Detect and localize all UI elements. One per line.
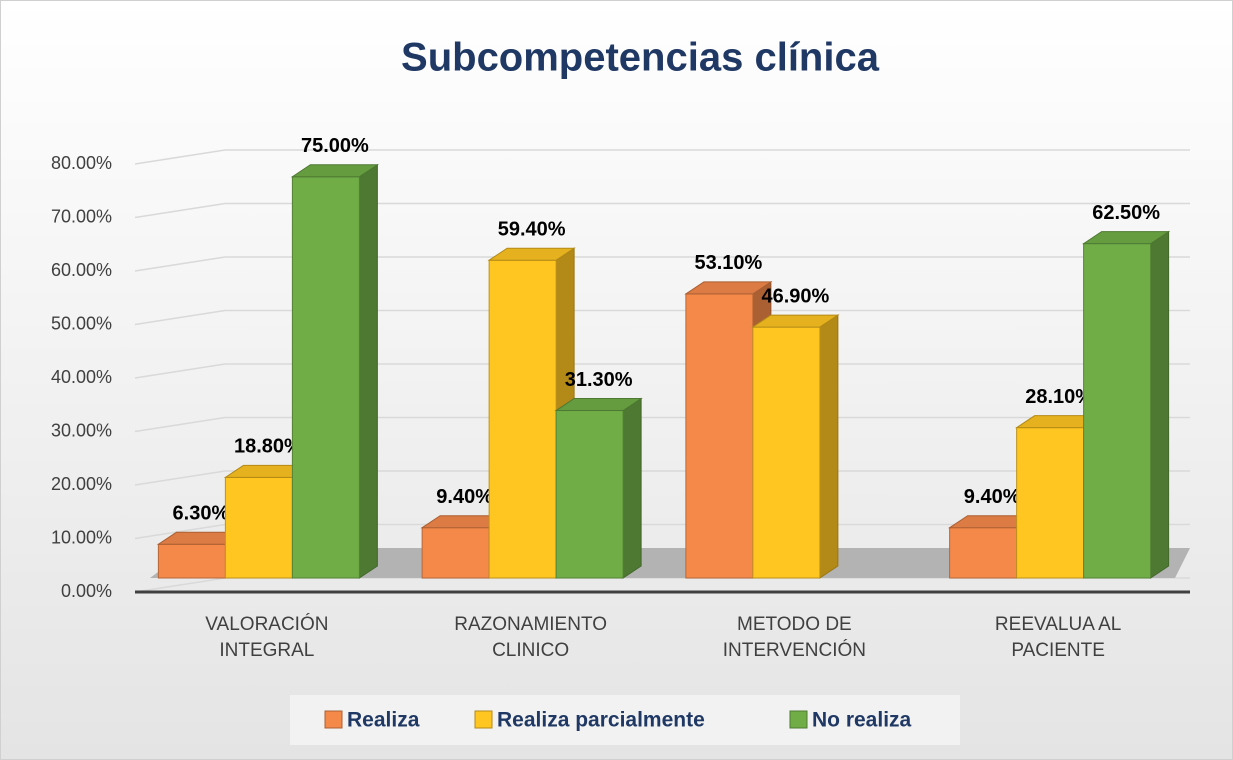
bar-top [554, 398, 643, 412]
bar-front [1083, 243, 1152, 579]
y-tick-label: 70.00% [51, 206, 112, 226]
bar [751, 314, 840, 579]
legend-box [290, 695, 960, 745]
x-tick-label: REEVALUA AL PACIENTE [994, 614, 1122, 661]
grid-line [134, 416, 1190, 433]
legend-label: Realiza [347, 709, 420, 732]
grid-line [134, 363, 1190, 379]
bar-side [358, 163, 378, 579]
grid-line [134, 202, 1190, 219]
grid-line [134, 309, 1190, 326]
bar-top [487, 247, 576, 261]
bar-side [622, 397, 642, 579]
bar-top [1081, 231, 1171, 245]
data-label: 46.90% [761, 285, 829, 307]
bar-front [1016, 427, 1085, 579]
bar-front [421, 527, 490, 579]
data-label: 9.40% [436, 486, 493, 508]
data-label: 62.50% [1092, 202, 1160, 224]
grid-line [134, 256, 1190, 272]
legend-swatch [324, 710, 343, 729]
y-tick-label: 50.00% [51, 313, 112, 333]
y-tick-label: 60.00% [51, 260, 112, 280]
bar-side [819, 314, 839, 579]
data-label: 59.40% [498, 218, 566, 240]
legend-label: No realiza [812, 709, 912, 732]
grid-line [134, 149, 1190, 165]
data-label: 53.10% [694, 252, 762, 274]
chart-title: Subcompetencias clínica [401, 36, 880, 80]
data-label: 75.00% [301, 135, 369, 157]
bar-front [488, 259, 557, 579]
bar-front [949, 527, 1018, 579]
bar-front [752, 326, 821, 579]
legend-swatch [789, 710, 808, 729]
data-label: 18.80% [234, 436, 302, 458]
x-tick-label: RAZONAMIENTO CLINICO [454, 614, 607, 661]
y-tick-label: 30.00% [51, 420, 112, 440]
legend-swatch [474, 710, 493, 729]
bar-top [290, 164, 380, 178]
data-label: 31.30% [565, 369, 633, 391]
bar-front [555, 410, 624, 579]
bar-front [291, 176, 360, 579]
y-tick-label: 80.00% [51, 153, 112, 173]
bar-front [157, 543, 226, 579]
y-tick-label: 10.00% [51, 527, 112, 547]
legend-label: Realiza parcialmente [497, 709, 705, 732]
bar-front [224, 476, 293, 579]
bar-front [685, 293, 754, 579]
bar-side [1150, 230, 1170, 579]
y-tick-label: 20.00% [51, 474, 112, 494]
data-label: 28.10% [1025, 386, 1093, 408]
x-tick-label: VALORACIÓN INTEGRAL [205, 614, 329, 661]
bar [554, 397, 643, 579]
y-tick-label: 0.00% [61, 581, 112, 601]
bar [290, 163, 380, 579]
floor [150, 548, 1190, 578]
bar [1081, 230, 1171, 579]
x-tick-label: METODO DE INTERVENCIÓN [722, 614, 866, 661]
data-label: 9.40% [964, 486, 1021, 508]
bar-top [684, 281, 773, 295]
grid-line [134, 470, 1190, 486]
data-label: 6.30% [173, 503, 230, 525]
bar-top [751, 314, 840, 328]
y-tick-label: 40.00% [51, 367, 112, 387]
